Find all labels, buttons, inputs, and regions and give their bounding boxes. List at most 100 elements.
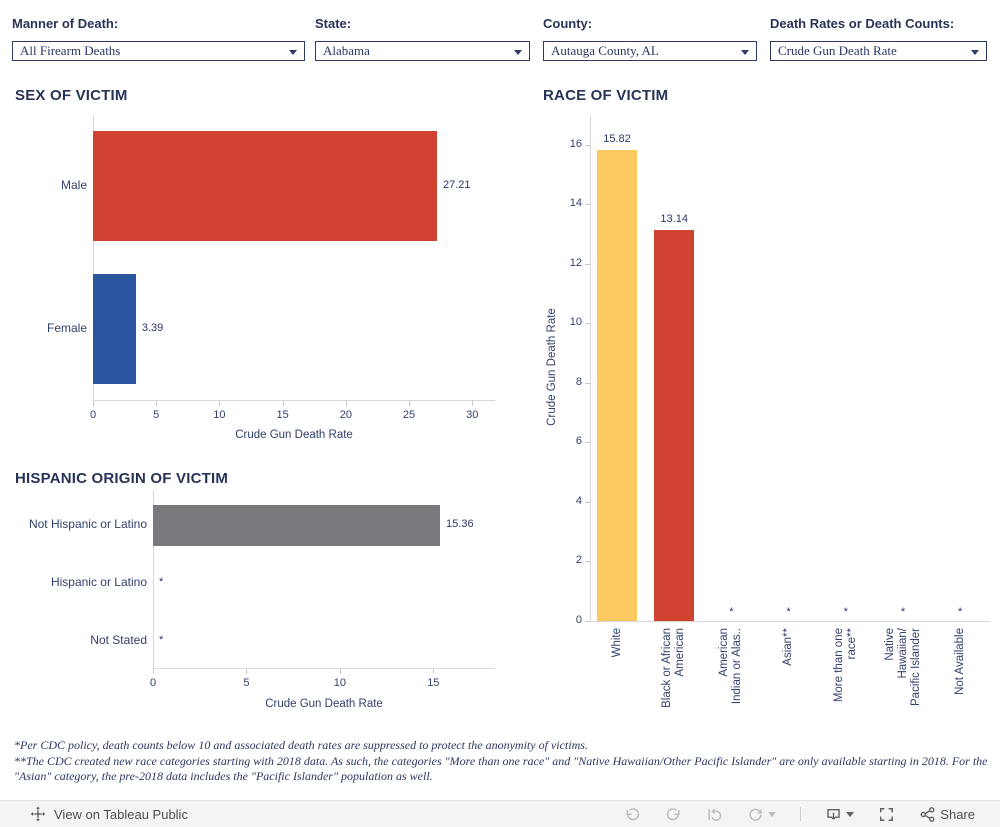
race-category-label-black-or-african-american: Black or African American <box>661 628 687 708</box>
filter-rate-or-count: Death Rates or Death Counts: Crude Gun D… <box>770 16 987 61</box>
reset-button[interactable] <box>706 806 723 823</box>
filter-label-state: State: <box>315 16 352 31</box>
dropdown-value: All Firearm Deaths <box>20 43 121 58</box>
state-dropdown[interactable]: Alabama <box>315 41 530 61</box>
race-bar-white[interactable] <box>597 150 637 621</box>
sex-chart-title: SEX OF VICTIM <box>15 87 128 104</box>
filter-label-rate-or-count: Death Rates or Death Counts: <box>770 16 955 31</box>
reset-icon <box>708 808 722 821</box>
redo-icon <box>667 807 680 820</box>
hispanic-tick-label-0: 0 <box>149 677 157 689</box>
dropdown-value: Alabama <box>323 43 370 58</box>
race-category-label-american-indian-or-alas: American Indian or Alas.. <box>718 628 744 705</box>
share-button[interactable]: Share <box>919 806 975 823</box>
sex-tick-label-10: 10 <box>213 409 226 421</box>
hispanic-tick-mark <box>339 669 341 674</box>
race-value-label-black-or-african-american: 13.14 <box>660 212 688 225</box>
sex-tick-label-5: 5 <box>153 409 160 421</box>
race-tick-label-0: 0 <box>575 614 582 626</box>
race-tick-mark <box>585 621 590 622</box>
hispanic-tick-label-10: 10 <box>333 677 346 689</box>
hispanic-x-axis-title: Crude Gun Death Rate <box>265 698 383 710</box>
hispanic-value-label-not-hispanic-or-latino: 15.36 <box>446 518 474 530</box>
sex-value-label-female: 3.39 <box>141 322 164 334</box>
race-category-label-more-than-one-race: More than one race** <box>832 628 858 703</box>
race-x-axis-line <box>590 621 990 622</box>
sex-tick-mark <box>409 401 411 406</box>
filter-county: County: Autauga County, AL <box>543 16 757 61</box>
race-value-label-more-than-one-race: * <box>843 606 848 618</box>
sex-tick-mark <box>156 401 158 406</box>
race-y-axis-title: Crude Gun Death Rate <box>546 308 558 426</box>
toolbar-actions: Share <box>624 806 975 823</box>
race-chart-title: RACE OF VICTIM <box>543 87 669 104</box>
rate-or-count-dropdown[interactable]: Crude Gun Death Rate <box>770 41 987 61</box>
race-tick-label-6: 6 <box>575 435 582 448</box>
race-value-label-white: 15.82 <box>603 133 631 146</box>
chevron-down-icon <box>741 50 749 55</box>
download-button[interactable] <box>825 806 855 823</box>
hispanic-tick-mark <box>433 669 435 674</box>
sex-bar-female[interactable] <box>93 274 136 384</box>
redo-button[interactable] <box>665 806 682 823</box>
sex-tick-label-25: 25 <box>402 409 416 421</box>
undo-icon <box>626 807 640 820</box>
chevron-down-icon <box>971 50 979 55</box>
race-tick-mark <box>585 442 590 444</box>
sex-tick-label-15: 15 <box>276 409 289 421</box>
replay-button[interactable] <box>747 806 777 823</box>
hispanic-x-axis-line <box>153 668 495 669</box>
race-tick-mark <box>585 204 590 206</box>
race-value-label-asian: * <box>786 606 791 618</box>
toolbar-separator <box>800 807 802 821</box>
filter-state: State: Alabama <box>315 16 530 61</box>
hispanic-tick-mark <box>153 669 154 674</box>
hispanic-chart-title: HISPANIC ORIGIN OF VICTIM <box>15 470 229 487</box>
fullscreen-button[interactable] <box>878 806 895 823</box>
replay-icon <box>749 808 763 821</box>
sex-tick-mark <box>345 401 347 406</box>
race-category-label-not-available: Not Available <box>953 628 966 695</box>
sex-x-axis-line <box>93 400 495 401</box>
race-tick-label-12: 12 <box>569 256 582 269</box>
race-tick-label-4: 4 <box>575 494 582 507</box>
hispanic-tick-label-5: 5 <box>243 677 250 689</box>
race-tick-label-8: 8 <box>575 375 582 388</box>
race-bar-black-or-african-american[interactable] <box>654 229 695 621</box>
sex-tick-label-30: 30 <box>466 409 479 421</box>
sex-category-label-female: Female <box>46 321 87 335</box>
footnote-2: **The CDC created new race categories st… <box>14 754 988 783</box>
hispanic-y-axis-line <box>153 490 154 668</box>
sex-tick-mark <box>282 401 284 406</box>
race-tick-mark <box>585 144 590 146</box>
race-category-label-white: White <box>610 628 623 658</box>
download-icon <box>827 808 841 820</box>
race-value-label-not-available: * <box>958 606 963 618</box>
filter-label-county: County: <box>543 16 593 31</box>
sex-bar-male[interactable] <box>93 131 437 241</box>
sex-tick-mark <box>93 401 94 406</box>
undo-button[interactable] <box>624 806 641 823</box>
hispanic-tick-mark <box>246 669 248 674</box>
county-dropdown[interactable]: Autauga County, AL <box>543 41 757 61</box>
sex-x-axis-title: Crude Gun Death Rate <box>235 429 353 441</box>
chevron-down-icon <box>846 811 855 817</box>
hispanic-tick-label-15: 15 <box>427 677 440 689</box>
chevron-down-icon <box>514 50 522 55</box>
race-value-label-american-indian-or-alas: * <box>729 606 734 618</box>
hispanic-value-label-hispanic-or-latino: * <box>159 576 164 588</box>
share-label: Share <box>940 806 975 822</box>
footnote-1: *Per CDC policy, death counts below 10 a… <box>14 738 588 752</box>
sex-value-label-male: 27.21 <box>442 179 471 191</box>
race-tick-label-16: 16 <box>569 137 582 150</box>
race-tick-mark <box>585 501 590 503</box>
view-on-tableau-public-label: View on Tableau Public <box>54 806 188 822</box>
sex-tick-mark <box>219 401 221 406</box>
race-tick-mark <box>585 263 590 265</box>
filter-label-manner-of-death: Manner of Death: <box>12 16 119 31</box>
race-tick-mark <box>585 382 590 384</box>
hispanic-bar-not-hispanic-or-latino[interactable] <box>153 504 441 546</box>
manner-of-death-dropdown[interactable]: All Firearm Deaths <box>12 41 305 61</box>
view-on-tableau-public-link[interactable]: View on Tableau Public <box>30 806 188 822</box>
filter-manner-of-death: Manner of Death: All Firearm Deaths <box>12 16 305 61</box>
